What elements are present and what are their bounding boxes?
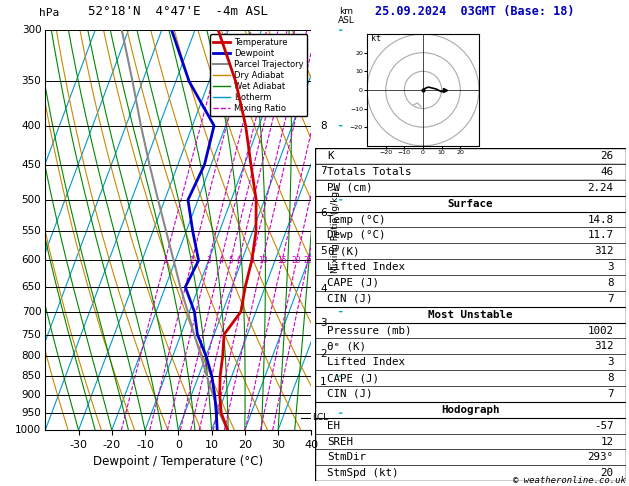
Text: 1: 1 [320,377,326,386]
Text: 5: 5 [228,256,233,265]
Text: 1002: 1002 [587,326,613,335]
Text: 2: 2 [320,349,326,359]
Text: 850: 850 [21,371,42,381]
Text: 550: 550 [21,226,42,237]
Text: StmDir: StmDir [327,452,366,462]
Text: 6: 6 [237,256,242,265]
Text: 2: 2 [190,256,194,265]
Text: SREH: SREH [327,436,353,447]
Text: 350: 350 [21,76,42,87]
Text: 10: 10 [258,256,267,265]
Text: 26: 26 [601,151,613,161]
Text: 300: 300 [21,25,42,35]
Text: 20: 20 [292,256,301,265]
Text: 8: 8 [607,373,613,383]
Text: 800: 800 [21,351,42,361]
Text: 3: 3 [607,262,613,272]
Text: CAPE (J): CAPE (J) [327,373,379,383]
Text: 25: 25 [303,256,313,265]
Text: Most Unstable: Most Unstable [428,310,513,320]
Legend: Temperature, Dewpoint, Parcel Trajectory, Dry Adiabat, Wet Adiabat, Isotherm, Mi: Temperature, Dewpoint, Parcel Trajectory… [210,35,307,117]
Text: 312: 312 [594,246,613,256]
Text: 3: 3 [607,357,613,367]
Text: CIN (J): CIN (J) [327,389,372,399]
Text: 14.8: 14.8 [587,214,613,225]
Text: 650: 650 [21,282,42,292]
Text: Mixing Ratio (g/kg): Mixing Ratio (g/kg) [331,187,340,273]
Text: 1000: 1000 [15,425,42,435]
Text: Dewp (°C): Dewp (°C) [327,230,386,241]
Text: StmSpd (kt): StmSpd (kt) [327,468,398,478]
Text: LCL: LCL [312,413,328,422]
Text: K: K [327,151,333,161]
Text: 500: 500 [21,195,42,205]
Text: CAPE (J): CAPE (J) [327,278,379,288]
Text: 750: 750 [21,330,42,340]
Text: 52°18'N  4°47'E  -4m ASL: 52°18'N 4°47'E -4m ASL [88,5,269,18]
Text: 8: 8 [320,121,326,131]
Text: -57: -57 [594,421,613,431]
Text: PW (cm): PW (cm) [327,183,372,193]
Text: CIN (J): CIN (J) [327,294,372,304]
Text: 5: 5 [320,246,326,257]
Text: 4: 4 [320,284,326,294]
Text: km
ASL: km ASL [338,7,354,25]
Text: 3: 3 [206,256,211,265]
Text: 8: 8 [250,256,254,265]
Text: 600: 600 [21,256,42,265]
Text: 8: 8 [607,278,613,288]
Text: 11.7: 11.7 [587,230,613,241]
X-axis label: Dewpoint / Temperature (°C): Dewpoint / Temperature (°C) [93,455,264,469]
Text: Hodograph: Hodograph [441,405,499,415]
Text: 312: 312 [594,341,613,351]
Text: 3: 3 [320,318,326,328]
Text: 2.24: 2.24 [587,183,613,193]
Text: θᵉ (K): θᵉ (K) [327,341,366,351]
Text: 7: 7 [607,389,613,399]
Text: 900: 900 [21,390,42,400]
Text: 20: 20 [601,468,613,478]
Text: Surface: Surface [447,199,493,208]
Text: 700: 700 [21,307,42,316]
Text: 293°: 293° [587,452,613,462]
Text: 400: 400 [21,121,42,131]
Text: 4: 4 [218,256,223,265]
Text: 6: 6 [320,208,326,218]
Text: © weatheronline.co.uk: © weatheronline.co.uk [513,476,626,485]
Text: Pressure (mb): Pressure (mb) [327,326,411,335]
Text: 46: 46 [601,167,613,177]
Text: 1: 1 [163,256,167,265]
Text: Lifted Index: Lifted Index [327,357,405,367]
Text: hPa: hPa [39,8,59,18]
Text: Temp (°C): Temp (°C) [327,214,386,225]
Text: EH: EH [327,421,340,431]
Text: 15: 15 [277,256,287,265]
Text: 950: 950 [21,408,42,418]
Text: Totals Totals: Totals Totals [327,167,411,177]
Text: 7: 7 [320,166,326,176]
Text: 450: 450 [21,160,42,170]
Text: Lifted Index: Lifted Index [327,262,405,272]
Text: θᵉ(K): θᵉ(K) [327,246,359,256]
Text: 7: 7 [607,294,613,304]
Text: 25.09.2024  03GMT (Base: 18): 25.09.2024 03GMT (Base: 18) [375,5,575,18]
Text: kt: kt [371,35,381,43]
Text: 12: 12 [601,436,613,447]
